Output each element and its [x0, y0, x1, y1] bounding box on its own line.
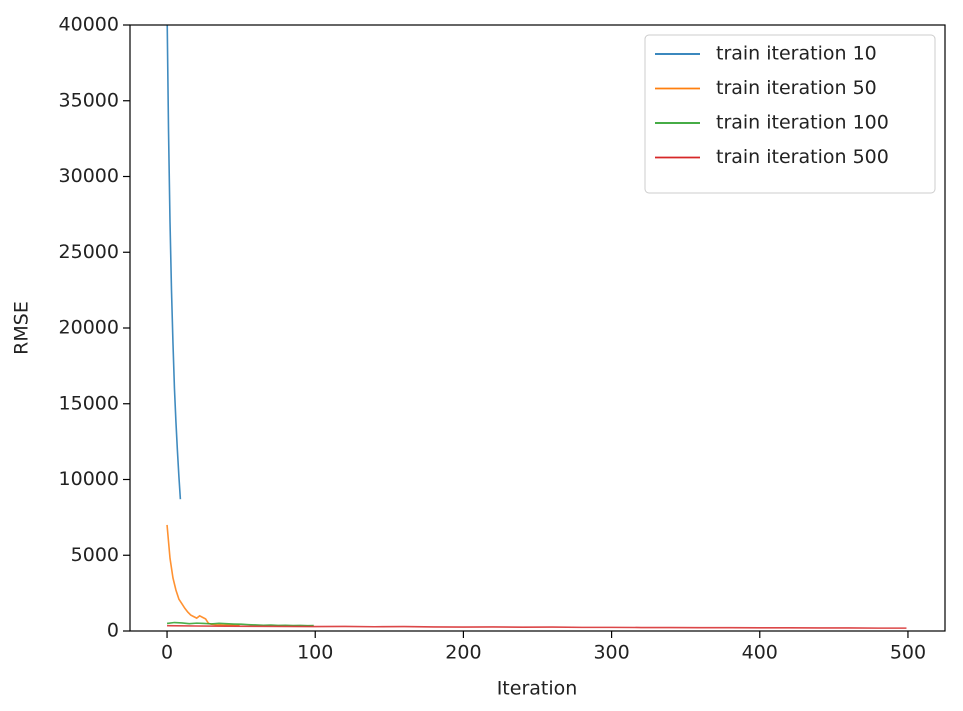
legend-label: train iteration 100: [716, 112, 889, 134]
legend-label: train iteration 50: [716, 77, 877, 99]
series-line: [166, 524, 240, 627]
x-tick-label: 500: [890, 642, 926, 664]
x-tick-label: 400: [742, 642, 778, 664]
y-tick-label: 10000: [59, 468, 119, 490]
series-line: [166, 621, 314, 627]
legend-label: train iteration 500: [716, 146, 889, 168]
y-axis-label: RMSE: [11, 301, 33, 355]
y-tick-label: 35000: [59, 89, 119, 111]
x-axis-label: Iteration: [497, 678, 578, 700]
series-line: [167, 624, 907, 629]
y-tick-label: 20000: [59, 317, 119, 339]
x-tick-label: 0: [161, 642, 173, 664]
x-tick-label: 300: [593, 642, 629, 664]
legend-label: train iteration 10: [716, 43, 877, 65]
y-tick-label: 0: [107, 620, 119, 642]
y-tick-label: 15000: [59, 392, 119, 414]
legend-box: [644, 34, 936, 194]
y-tick-label: 5000: [71, 544, 119, 566]
x-tick-label: 100: [297, 642, 333, 664]
y-tick-label: 40000: [59, 14, 119, 36]
plot-area: [166, 25, 907, 629]
y-tick-label: 30000: [59, 165, 119, 187]
series-line: [166, 25, 182, 500]
x-tick-label: 200: [445, 642, 481, 664]
y-tick-label: 25000: [59, 241, 119, 263]
